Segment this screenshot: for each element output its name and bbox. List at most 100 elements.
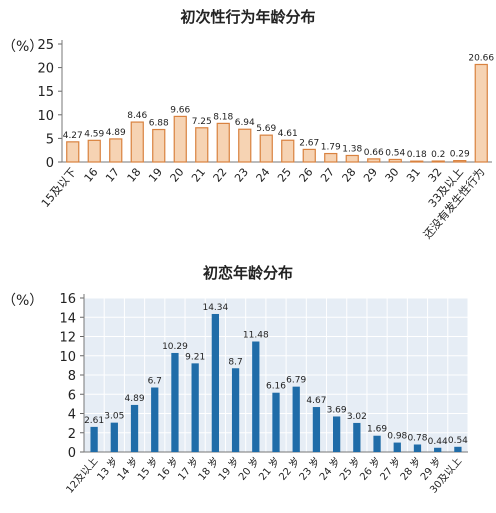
chart1-value-label: 7.25 [192, 117, 212, 127]
chart2-value-label: 3.05 [104, 412, 124, 422]
chart2-category-label: 21 岁 [256, 455, 283, 483]
chart1-title: 初次性行为年龄分布 [180, 8, 316, 26]
chart2-category-label: 15 岁 [134, 455, 161, 483]
chart1-value-label: 0.18 [407, 150, 427, 160]
chart1-bar [130, 121, 144, 163]
chart2-value-label: 9.21 [185, 352, 205, 362]
chart2-category-label: 20 岁 [235, 455, 262, 483]
chart1-value-label: 4.59 [84, 129, 104, 139]
chart1-value-label: 20.66 [468, 53, 494, 63]
chart2-title: 初恋年龄分布 [202, 264, 293, 282]
chart2-value-label: 6.16 [266, 382, 286, 392]
chart1-bar [238, 128, 252, 163]
chart1-bar [195, 127, 209, 163]
chart2-value-label: 11.48 [243, 331, 269, 341]
chart2-value-label: 3.69 [327, 405, 347, 415]
chart1-ytick-label: 10 [37, 109, 54, 124]
chart2-value-label: 8.7 [228, 357, 242, 367]
chart2-ytick-label: 6 [68, 388, 76, 403]
chart2-unit-label: （%） [2, 293, 44, 309]
chart1-ytick-label: 20 [37, 62, 54, 77]
chart2-value-label: 1.69 [367, 425, 387, 435]
chart1-value-label: 2.67 [299, 138, 319, 148]
chart2-value-label: 0.44 [428, 437, 448, 447]
chart2-bar [373, 435, 381, 452]
chart2-category-label: 28 岁 [397, 455, 424, 483]
chart1-value-label: 4.89 [106, 128, 126, 138]
chart2-bar [151, 387, 159, 452]
chart2-ytick-label: 16 [59, 292, 76, 307]
chart2-category-label: 13 岁 [94, 455, 121, 483]
chart1-bar [388, 158, 402, 163]
chart2-category-label: 25 岁 [337, 455, 364, 483]
chart2-category-label: 16 岁 [155, 455, 182, 483]
chart2-bar [90, 426, 98, 452]
chart2-bar [110, 422, 118, 452]
chart1-bar [281, 139, 295, 163]
chart2-bar [130, 404, 139, 452]
chart2-bar [454, 446, 462, 452]
chart1-bar [367, 158, 381, 163]
chart1-ytick-label: 25 [37, 38, 54, 53]
chart2-bar [231, 368, 240, 452]
chart1-ytick-label: 15 [37, 85, 54, 100]
chart1-ytick-label: 5 [46, 132, 54, 147]
chart1-bar [302, 148, 316, 163]
chart2-value-label: 6.7 [148, 377, 162, 387]
chart1-bar [152, 128, 166, 163]
chart2-bar [211, 313, 220, 452]
chart2-category-label: 19 岁 [215, 455, 242, 483]
chart1-plot: 05101520254.2715及以下4.59164.89178.46186.8… [37, 38, 494, 241]
chart1-value-label: 0.54 [385, 148, 405, 158]
chart2-bar [353, 422, 361, 452]
chart1-value-label: 0.29 [450, 150, 470, 160]
chart2-value-label: 4.89 [125, 394, 145, 404]
chart2-value-label: 14.34 [202, 303, 228, 313]
chart2-value-label: 0.54 [448, 436, 468, 446]
chart1-value-label: 4.27 [63, 131, 83, 141]
chart1-value-label: 8.18 [213, 112, 233, 122]
chart1-unit-label: （%） [2, 39, 44, 55]
chart2-ytick-label: 14 [59, 311, 76, 326]
chart2-bar [191, 363, 199, 452]
chart1-value-label: 1.79 [321, 143, 341, 153]
chart2-category-label: 18 岁 [195, 455, 222, 483]
chart1-value-label: 6.88 [149, 119, 169, 129]
chart1-bar [453, 160, 467, 163]
chart2-ytick-label: 12 [59, 331, 76, 346]
chart2-value-label: 4.67 [306, 396, 326, 406]
chart1-value-label: 1.38 [342, 144, 362, 154]
chart1-bar [474, 63, 488, 163]
chart2-value-label: 6.79 [286, 376, 306, 386]
chart1-value-label: 6.94 [235, 118, 255, 128]
chart2-value-label: 0.98 [387, 432, 407, 442]
chart2-category-label: 17 岁 [175, 455, 202, 483]
chart2-ytick-label: 4 [68, 408, 76, 423]
chart2-category-label: 22 岁 [276, 455, 303, 483]
chart2-bar [332, 416, 341, 452]
chart2-bar [252, 341, 260, 452]
chart2-bar [312, 407, 321, 452]
chart2-bar [393, 442, 401, 452]
chart2-category-label: 26 岁 [357, 455, 384, 483]
chart2-value-label: 10.29 [162, 342, 188, 352]
chart1-value-label: 4.61 [278, 129, 298, 139]
chart2-category-label: 27 岁 [377, 455, 404, 483]
chart2-ytick-label: 2 [68, 427, 76, 442]
chart2-value-label: 2.61 [84, 416, 104, 426]
chart2-ytick-label: 10 [59, 350, 76, 365]
chart2-ytick-label: 0 [68, 446, 76, 461]
chart1-bar [410, 160, 424, 163]
chart1-bar [259, 134, 273, 163]
chart2-bar [434, 447, 442, 452]
chart1-bar [109, 138, 123, 163]
chart2-bar [413, 444, 422, 452]
chart1-value-label: 8.46 [127, 111, 147, 121]
chart1-bar [216, 122, 230, 163]
chart2-bar [272, 392, 280, 452]
chart2-category-label: 14 岁 [114, 455, 141, 483]
chart1-bar [66, 141, 80, 163]
chart1-bar [324, 152, 338, 163]
chart1-value-label: 5.69 [256, 124, 276, 134]
